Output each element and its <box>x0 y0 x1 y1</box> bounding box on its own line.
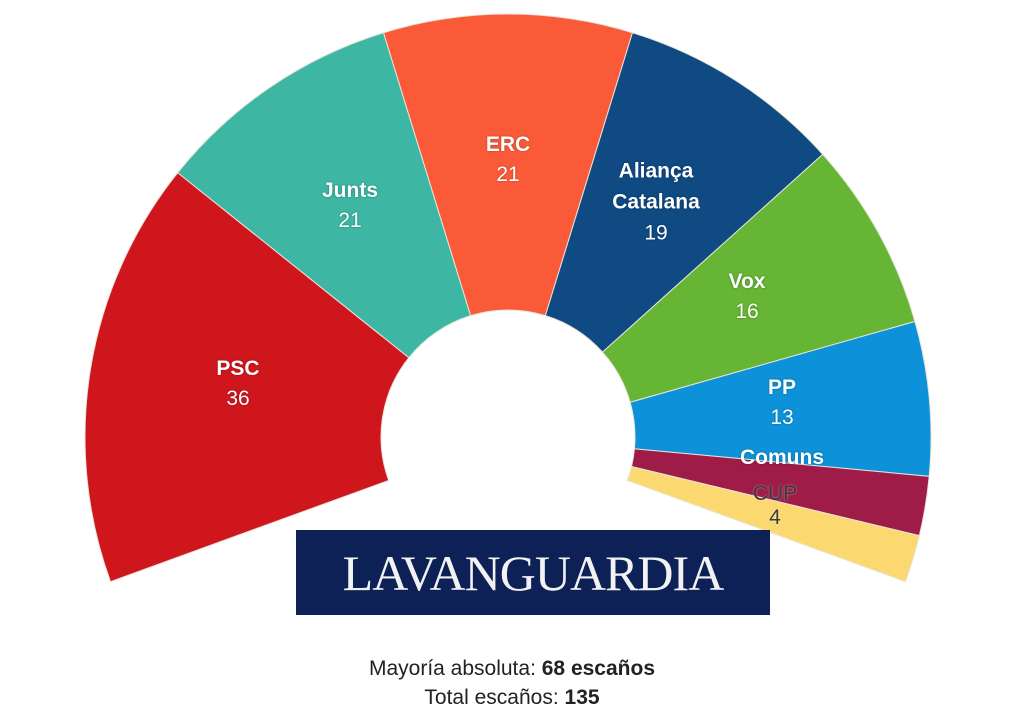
seat-count: 21 <box>496 163 520 186</box>
seat-count: 19 <box>644 221 668 245</box>
seat-count: 13 <box>770 406 794 429</box>
party-name: CUP <box>752 482 798 505</box>
party-name: Junts <box>321 179 379 202</box>
segment-cup <box>626 466 920 583</box>
segment-junts <box>177 32 472 359</box>
majority-value: 68 escaños <box>541 657 655 680</box>
total-line: Total escaños: 135 <box>0 683 1024 712</box>
label-cup: CUP 4 <box>753 482 797 530</box>
segment-erc <box>382 13 634 317</box>
party-name: Vox <box>728 270 766 293</box>
total-value: 135 <box>564 686 600 709</box>
segment-psc <box>84 172 410 583</box>
seat-count: 21 <box>338 209 362 232</box>
seat-count: 36 <box>226 387 250 410</box>
majority-label: Mayoría absoluta: <box>368 657 542 680</box>
party-name: PSC <box>216 357 260 380</box>
party-name-line2: Catalana <box>612 190 700 214</box>
label-pp: PP 13 <box>768 373 796 433</box>
majority-line: Mayoría absoluta: 68 escaños <box>0 654 1024 683</box>
seat-count: 16 <box>735 300 759 323</box>
segment-alian-a-catalana <box>544 32 824 353</box>
seat-count: 4 <box>769 506 781 529</box>
party-name: PP <box>767 376 797 399</box>
label-comuns: Comuns <box>740 443 824 473</box>
segment-vox <box>601 153 916 403</box>
chart-footer: Mayoría absoluta: 68 escaños Total escañ… <box>0 654 1024 712</box>
label-junts: Junts 21 <box>322 176 378 236</box>
party-name: Comuns <box>740 446 824 469</box>
label-psc: PSC 36 <box>216 354 259 414</box>
party-name: ERC <box>485 133 531 156</box>
logo-text: LAVANGUARDIA <box>342 544 725 601</box>
total-label: Total escaños: <box>424 686 565 709</box>
label-alianca-catalana: Aliança Catalana 19 <box>612 156 700 249</box>
label-vox: Vox 16 <box>729 267 766 327</box>
label-erc: ERC 21 <box>486 130 530 190</box>
party-name-line1: Aliança <box>618 159 694 183</box>
la-vanguardia-logo: LAVANGUARDIA <box>296 530 770 615</box>
